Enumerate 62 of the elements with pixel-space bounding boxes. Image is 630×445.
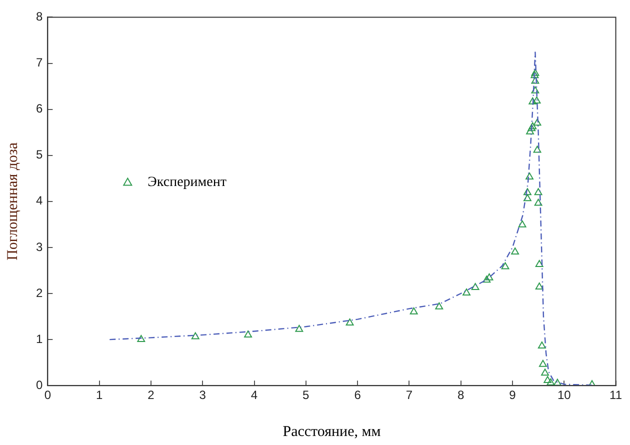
point — [485, 273, 494, 280]
point — [532, 96, 541, 104]
point — [410, 307, 418, 314]
x-tick-label: 3 — [199, 388, 206, 402]
point — [530, 71, 539, 78]
point — [471, 283, 480, 290]
point — [553, 378, 562, 386]
y-tick-label: 5 — [36, 148, 43, 162]
point — [533, 146, 542, 153]
point — [528, 124, 536, 132]
point — [137, 335, 146, 342]
x-tick-label: 9 — [509, 388, 516, 402]
point — [531, 68, 540, 76]
point — [533, 118, 542, 126]
y-tick-label: 2 — [36, 286, 43, 300]
point — [538, 341, 546, 348]
point — [191, 332, 200, 340]
y-tick-label: 1 — [36, 332, 43, 346]
point — [244, 330, 252, 338]
point — [535, 282, 544, 290]
point — [518, 220, 526, 228]
point — [541, 368, 549, 376]
x-axis-title: Расстояние, мм — [282, 424, 382, 440]
x-tick-label: 1 — [96, 388, 103, 402]
y-tick-label: 6 — [36, 102, 43, 116]
x-tick-label: 11 — [610, 388, 622, 402]
x-tick-label: 5 — [302, 388, 310, 402]
y-tick-label: 3 — [36, 240, 43, 254]
x-tick-label: 6 — [354, 388, 362, 402]
point — [528, 122, 537, 130]
point — [511, 248, 520, 255]
point — [544, 376, 552, 384]
x-tick-label: 10 — [557, 388, 572, 402]
point — [526, 127, 534, 134]
point — [588, 380, 596, 386]
point — [531, 86, 540, 94]
point — [295, 324, 304, 332]
y-tick-label: 7 — [36, 56, 43, 70]
point — [534, 198, 542, 206]
point — [523, 188, 532, 196]
point — [462, 288, 470, 296]
point — [538, 360, 547, 367]
x-tick-label: 8 — [457, 388, 464, 402]
point — [435, 302, 444, 310]
legend-label: Эксперимент — [148, 174, 226, 190]
y-tick-label: 0 — [36, 378, 43, 392]
y-axis-title: Поглощенная доза — [4, 142, 21, 260]
point — [501, 262, 510, 270]
point — [546, 378, 555, 386]
point — [346, 318, 354, 326]
x-tick-label: 2 — [148, 388, 155, 402]
y-tick-label: 4 — [36, 194, 43, 208]
y-tick-label: 8 — [36, 10, 43, 24]
point — [531, 76, 540, 84]
point — [523, 194, 532, 202]
x-tick-label: 4 — [250, 388, 258, 402]
x-tick-label: 7 — [406, 388, 413, 402]
point — [528, 97, 537, 104]
point — [534, 188, 542, 196]
point — [482, 276, 491, 283]
point — [535, 260, 544, 267]
point — [526, 172, 534, 180]
